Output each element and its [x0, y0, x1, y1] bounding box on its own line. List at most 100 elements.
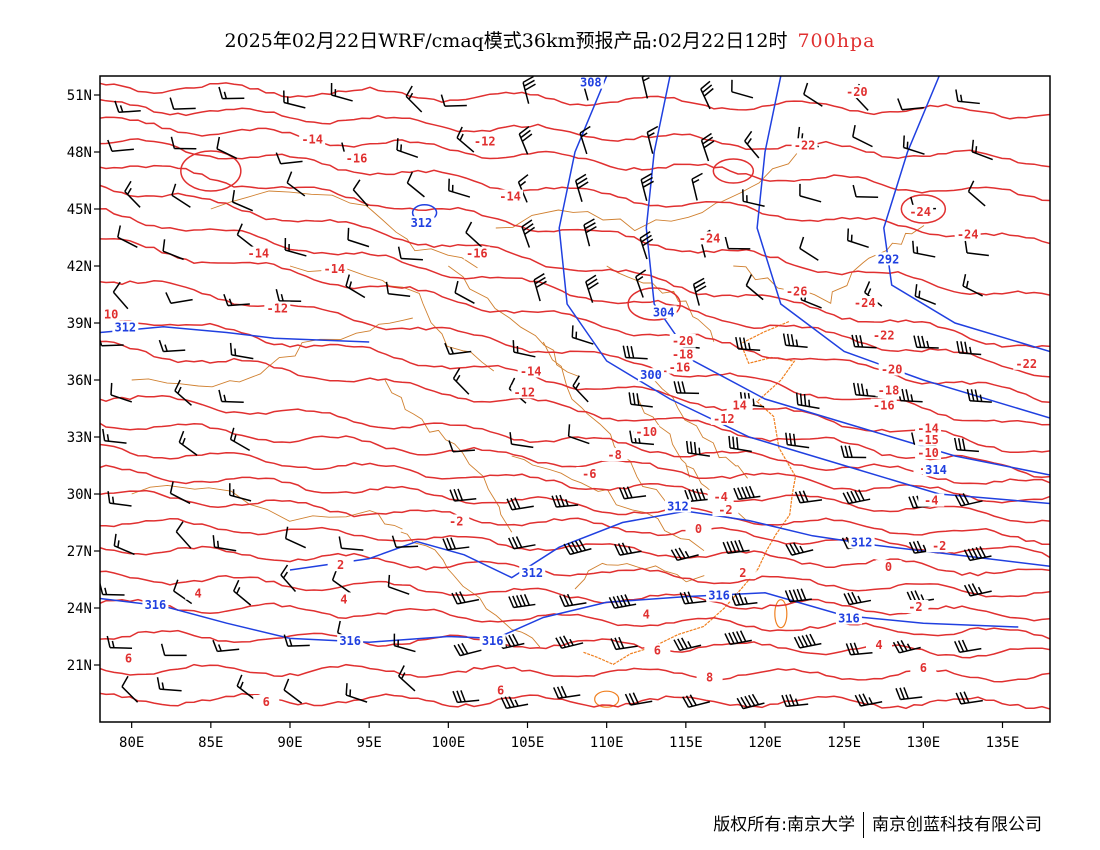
wind-barb: [110, 382, 133, 403]
island-outline: [774, 599, 788, 629]
wind-barb: [914, 284, 937, 306]
label-background: [638, 368, 664, 382]
temperature-label: 2: [739, 566, 746, 580]
wind-barb: [347, 227, 370, 248]
wind-barb: [451, 591, 480, 605]
border-line: [606, 265, 715, 342]
contour-line: [100, 164, 1050, 297]
temperature-label: -14: [301, 133, 323, 147]
wind-barb: [673, 637, 702, 652]
wind-barb: [685, 440, 710, 457]
temperature-label: -24: [957, 228, 979, 242]
temperature-label: 8: [706, 670, 713, 684]
wind-barb: [682, 694, 711, 708]
wind-barb: [955, 691, 983, 705]
border-line: [131, 484, 403, 530]
temperature-label: -10: [635, 425, 657, 439]
label-background: [511, 385, 538, 399]
wind-barb: [171, 183, 191, 208]
label-background: [907, 204, 934, 218]
temperature-labels: -20-22-24-24-24-26-24-22-20-18-16 -20 -22-…: [98, 85, 1040, 709]
contour-line: [100, 184, 1050, 349]
border-line: [384, 379, 513, 533]
wind-barb: [509, 432, 534, 449]
wind-barb: [229, 342, 254, 360]
wind-barb: [283, 634, 310, 647]
wind-barb: [338, 536, 364, 551]
province-borders: [131, 153, 925, 648]
map-title: 2025年02月22日WRF/cmaq模式36km预报产品:02月22日12时 7…: [0, 26, 1100, 53]
temperature-label: -2: [908, 600, 922, 614]
wind-barb: [106, 635, 133, 650]
label-background: [185, 586, 212, 600]
contour-line: [100, 82, 1050, 120]
wind-barb: [956, 340, 982, 356]
height-labels: 308 312 312 304 300 292 316 316 316 312 312 316 312 3…: [112, 75, 949, 648]
wind-barb: [236, 674, 256, 701]
wind-barb: [892, 640, 921, 654]
temperature-closed-contour: [180, 150, 242, 192]
wind-barb: [156, 677, 182, 692]
wind-barb: [843, 591, 872, 606]
temperature-label: -20: [846, 85, 868, 99]
contour-line: [100, 464, 1050, 545]
contour-line: [100, 570, 1050, 622]
label-background: [601, 448, 628, 461]
temperature-label: 4: [195, 587, 202, 601]
wind-barb: [954, 639, 982, 653]
temperature-label: -10: [917, 446, 939, 460]
wind-barb: [722, 539, 750, 555]
lat-tick-label: 36N: [67, 373, 92, 389]
wind-barb: [964, 240, 989, 257]
lon-tick-label: 115E: [669, 735, 703, 751]
wind-barb: [744, 130, 760, 159]
wind-barb: [967, 180, 986, 207]
wind-barb: [639, 230, 654, 260]
label-background: [1013, 356, 1040, 370]
contour-line: [100, 98, 1050, 168]
wind-barb: [854, 693, 883, 707]
wind-barb: [107, 491, 132, 507]
label-background: [633, 425, 660, 439]
wind-barb: [113, 533, 135, 556]
wind-barb: [913, 335, 939, 349]
longitude-axis: 80E 85E 90E 95E 100E 105E 110E 115E 120E 125E 130E…: [119, 722, 1019, 751]
label-background: [915, 421, 942, 435]
temperature-label: -6: [582, 467, 596, 481]
label-background: [848, 535, 875, 549]
wind-barb: [851, 334, 877, 349]
temperature-label: -4: [713, 490, 727, 504]
temperature-label: -16: [669, 361, 691, 375]
temperature-label: -2: [718, 503, 732, 517]
contour-line: [100, 663, 1050, 683]
label-background: [327, 558, 354, 572]
label-background: [142, 598, 169, 612]
wind-barb: [731, 79, 754, 99]
temperature-label: -22: [794, 138, 816, 152]
wind-barb: [398, 665, 416, 692]
wind-barb: [452, 690, 480, 704]
label-background: [633, 607, 660, 621]
temperature-label: 4: [340, 592, 347, 606]
temperature-label: -16: [873, 399, 895, 413]
temperature-label: -24: [854, 296, 876, 310]
wind-barb: [781, 694, 809, 708]
temperature-label: -26: [786, 285, 808, 299]
temperature-label: -14: [917, 421, 939, 435]
wind-barb: [448, 178, 471, 198]
wind-barb: [284, 526, 307, 549]
label-background: [517, 364, 544, 378]
lat-tick-label: 30N: [67, 487, 92, 503]
wind-barb: [953, 437, 979, 453]
wind-barb: [169, 97, 196, 110]
label-background: [875, 560, 902, 574]
wind-barb: [954, 493, 983, 507]
temperature-label: 4: [875, 638, 882, 652]
wind-barb: [742, 189, 765, 208]
temperature-contours: [100, 82, 1050, 710]
label-background: [910, 660, 937, 674]
border-line: [400, 531, 541, 648]
temperature-label: -12: [713, 412, 735, 426]
height-label: 300: [640, 368, 662, 382]
wind-barb: [784, 588, 812, 603]
